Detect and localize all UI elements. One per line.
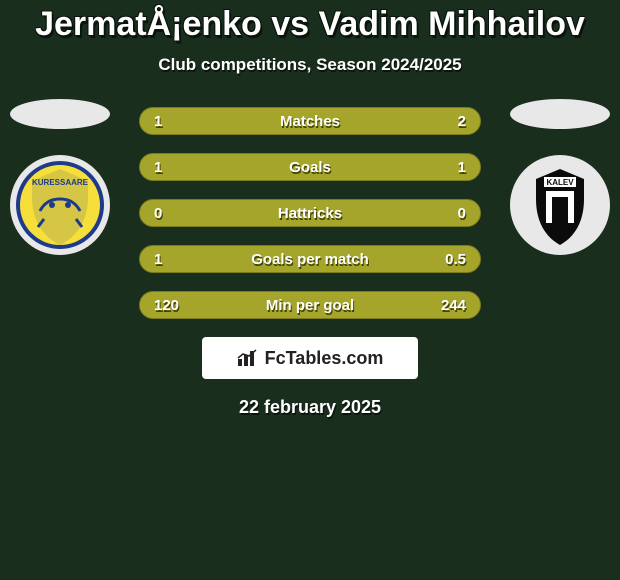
stat-label: Min per goal: [140, 297, 480, 314]
stat-left-value: 0: [154, 205, 188, 222]
page-title: JermatÅ¡enko vs Vadim Mihhailov: [0, 0, 620, 43]
stat-label: Goals per match: [140, 251, 480, 268]
stat-right-value: 0.5: [432, 251, 466, 268]
right-club-badge: KALEV: [510, 155, 610, 255]
stat-label: Matches: [140, 113, 480, 130]
left-player-avatar: [10, 99, 110, 129]
stat-row-goals-per-match: 1 Goals per match 0.5: [139, 245, 481, 273]
page-subtitle: Club competitions, Season 2024/2025: [0, 55, 620, 75]
comparison-infographic: JermatÅ¡enko vs Vadim Mihhailov Club com…: [0, 0, 620, 580]
brand-name: FcTables.com: [265, 348, 384, 369]
stat-left-value: 1: [154, 159, 188, 176]
svg-text:KALEV: KALEV: [546, 178, 574, 187]
stat-row-goals: 1 Goals 1: [139, 153, 481, 181]
stat-row-min-per-goal: 120 Min per goal 244: [139, 291, 481, 319]
stat-right-value: 244: [432, 297, 466, 314]
stat-row-hattricks: 0 Hattricks 0: [139, 199, 481, 227]
stat-left-value: 120: [154, 297, 188, 314]
right-player-avatar: [510, 99, 610, 129]
kalev-badge-icon: KALEV: [516, 161, 604, 249]
kuressaare-badge-icon: KURESSAARE: [16, 161, 104, 249]
stat-row-matches: 1 Matches 2: [139, 107, 481, 135]
comparison-date: 22 february 2025: [0, 397, 620, 418]
stat-rows: 1 Matches 2 1 Goals 1 0 Hattricks 0 1 Go…: [139, 107, 481, 319]
fctables-attribution: FcTables.com: [202, 337, 418, 379]
stat-left-value: 1: [154, 113, 188, 130]
stat-right-value: 1: [432, 159, 466, 176]
stat-label: Hattricks: [140, 205, 480, 222]
svg-text:KURESSAARE: KURESSAARE: [32, 178, 89, 187]
stat-label: Goals: [140, 159, 480, 176]
stat-left-value: 1: [154, 251, 188, 268]
stat-right-value: 2: [432, 113, 466, 130]
stats-area: KURESSAARE KALEV 1 Matches 2: [0, 107, 620, 418]
left-club-badge: KURESSAARE: [10, 155, 110, 255]
chart-bar-icon: [237, 349, 259, 367]
stat-right-value: 0: [432, 205, 466, 222]
